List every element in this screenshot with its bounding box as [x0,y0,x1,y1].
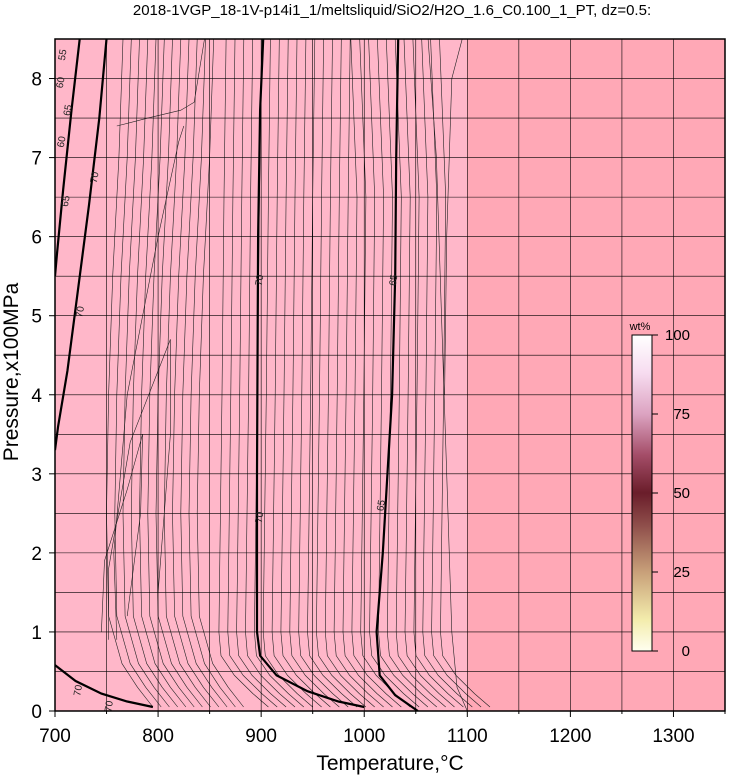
x-tick-label: 800 [142,726,174,747]
contour-label-text: 65 [62,103,75,116]
contour-label: 65 [375,499,388,512]
contour-label-text: 65 [375,499,388,512]
y-tick-label: 0 [31,702,42,723]
thin-contour [116,39,205,127]
contour-label-text: 55 [57,48,70,61]
contour-label: 55 [57,48,70,61]
y-tick-label: 6 [31,228,42,249]
colorbar-tick-label: 100 [665,327,690,344]
contour-label-text: 65 [388,273,401,286]
colorbar-tick-label: 50 [673,485,690,502]
y-axis-label: Pressure,x100MPa [0,282,23,461]
x-tick-label: 1300 [652,726,694,747]
y-tick-label: 3 [31,465,42,486]
contour-label: 70 [72,684,85,697]
contour-label-text: 70 [254,511,267,524]
colorbar-tick-label: 75 [673,406,690,423]
contour-label-text: 70 [103,700,116,713]
x-tick-label: 1100 [447,726,488,747]
colorbar-tick-label: 25 [673,564,690,581]
contour-label-text: 65 [60,194,73,207]
x-tick-label: 1000 [343,726,385,747]
x-axis-label: Temperature,°C [316,752,463,775]
colorbar-unit: wt% [629,321,651,333]
contour-label: 65 [388,273,401,286]
contour-label-text: 60 [55,76,68,89]
y-tick-label: 8 [31,70,42,91]
thin-contour [108,339,171,640]
y-tick-label: 2 [31,544,42,565]
colorbar-gradient [631,334,653,652]
contour-label: 70 [89,171,102,184]
y-tick-label: 1 [31,623,42,644]
contour-label: 60 [56,135,69,148]
x-tick-label: 700 [39,726,71,747]
contour-label-text: 70 [74,305,87,318]
contour-label: 60 [55,76,68,89]
y-tick-label: 4 [31,386,42,407]
contour-label: 70 [103,700,116,713]
contour-label: 70 [254,273,267,286]
colorbar-tick-label: 0 [682,643,690,660]
x-tick-label: 900 [245,726,277,747]
contour-label-text: 70 [89,171,102,184]
plot-area: 55 60 65 60 70 65 70 70 65 70 65 70 70 [55,39,725,713]
contour-label: 70 [254,511,267,524]
contour-label-text: 70 [72,684,85,697]
chart-title: 2018-1VGP_18-1V-p14i1_1/meltsliquid/SiO2… [133,2,651,19]
colorbar: wt% 0 25 50 75 100 [629,321,690,660]
thin-contour [101,434,143,632]
contour-label: 65 [62,103,75,116]
y-tick-label: 5 [31,307,42,328]
contour-label: 70 [74,305,87,318]
region-fill [467,39,725,711]
bold-contour-70 [55,664,154,709]
contour-label: 65 [60,194,73,207]
y-tick-label: 7 [31,149,42,170]
bold-contour-70 [255,39,365,709]
bold-contour-65 [55,39,81,277]
contour-label-text: 70 [254,273,267,286]
x-tick-label: 1200 [549,726,591,747]
plot-frame [54,38,726,712]
contour-label-text: 60 [56,135,69,148]
